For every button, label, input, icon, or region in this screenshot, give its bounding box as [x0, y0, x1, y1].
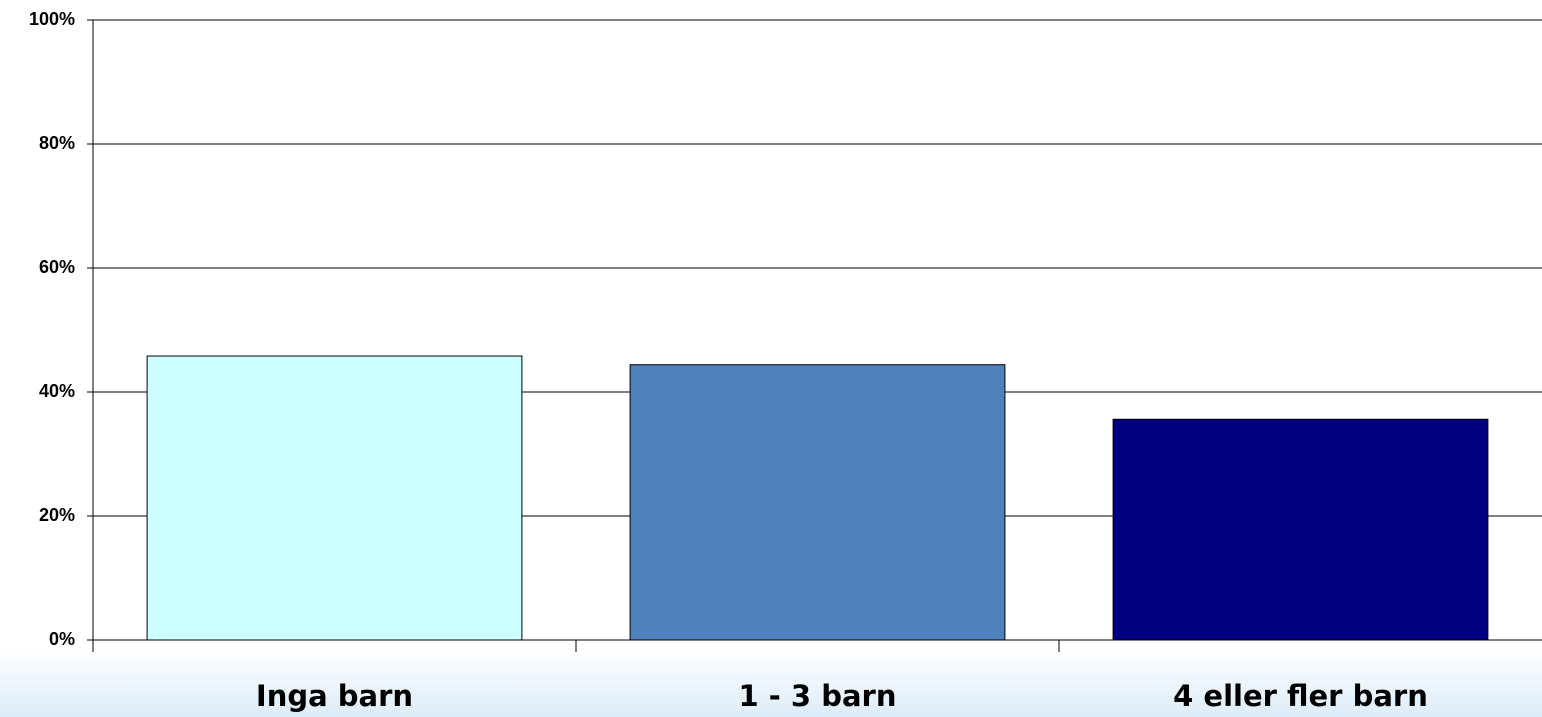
bar	[146, 355, 523, 641]
y-tick-label: 20%	[39, 505, 75, 525]
x-tick-label: 1 - 3 barn	[739, 679, 897, 713]
y-tick-label: 0%	[49, 629, 75, 649]
y-tick-label: 100%	[29, 9, 75, 29]
x-tick-label: 4 eller fler barn	[1173, 679, 1428, 713]
footer-band	[0, 648, 1542, 717]
y-tick-label: 40%	[39, 381, 75, 401]
bar	[1112, 418, 1489, 641]
x-tick-label: Inga barn	[256, 679, 413, 713]
y-tick-label: 60%	[39, 257, 75, 277]
bar	[629, 364, 1006, 641]
y-tick-label: 80%	[39, 133, 75, 153]
